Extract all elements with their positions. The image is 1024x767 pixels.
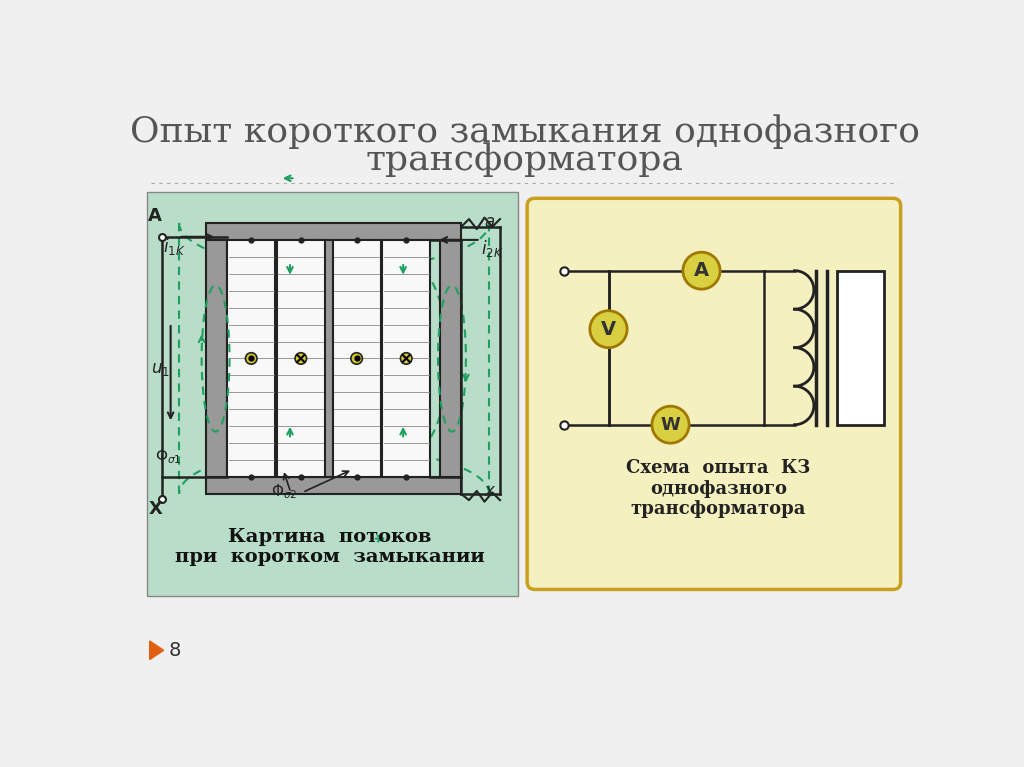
Circle shape bbox=[683, 252, 720, 289]
Bar bbox=[333, 240, 381, 477]
FancyBboxPatch shape bbox=[527, 199, 901, 590]
Text: Опыт короткого замыкания однофазного: Опыт короткого замыкания однофазного bbox=[130, 115, 920, 150]
Bar bbox=[838, 271, 884, 425]
Text: A: A bbox=[694, 262, 709, 280]
Text: 8: 8 bbox=[168, 640, 180, 660]
Text: a: a bbox=[484, 212, 495, 231]
Bar bbox=[276, 240, 325, 477]
Bar bbox=[439, 240, 461, 477]
Text: однофазного: однофазного bbox=[650, 479, 787, 498]
Polygon shape bbox=[150, 641, 164, 660]
Bar bbox=[227, 240, 275, 477]
Bar bbox=[206, 223, 461, 240]
Text: $Φ_{σ1}$: $Φ_{σ1}$ bbox=[155, 448, 182, 466]
Circle shape bbox=[400, 353, 412, 364]
Text: X: X bbox=[148, 500, 162, 518]
Text: $Φ_{σ2}$: $Φ_{σ2}$ bbox=[271, 482, 298, 501]
Text: $i_{2K}$: $i_{2K}$ bbox=[480, 238, 503, 258]
Circle shape bbox=[351, 353, 362, 364]
Text: V: V bbox=[601, 320, 616, 339]
Text: трансформатора: трансформатора bbox=[366, 143, 684, 177]
Circle shape bbox=[246, 353, 257, 364]
Bar bbox=[382, 240, 430, 477]
Text: W: W bbox=[660, 416, 680, 433]
Text: $i_{1K}$: $i_{1K}$ bbox=[163, 236, 185, 257]
Text: трансформатора: трансформатора bbox=[631, 500, 806, 518]
Circle shape bbox=[590, 311, 627, 347]
Bar bbox=[311, 240, 333, 477]
Text: Картина  потоков: Картина потоков bbox=[227, 528, 431, 546]
Text: Схема  опыта  КЗ: Схема опыта КЗ bbox=[627, 459, 811, 477]
FancyBboxPatch shape bbox=[147, 193, 518, 597]
Bar bbox=[206, 477, 461, 494]
Text: при  коротком  замыкании: при коротком замыкании bbox=[175, 548, 484, 566]
Circle shape bbox=[295, 353, 306, 364]
Text: x: x bbox=[484, 482, 495, 500]
Text: $u_1$: $u_1$ bbox=[152, 360, 170, 378]
Text: A: A bbox=[148, 207, 162, 225]
Bar bbox=[206, 240, 227, 477]
Circle shape bbox=[652, 407, 689, 443]
